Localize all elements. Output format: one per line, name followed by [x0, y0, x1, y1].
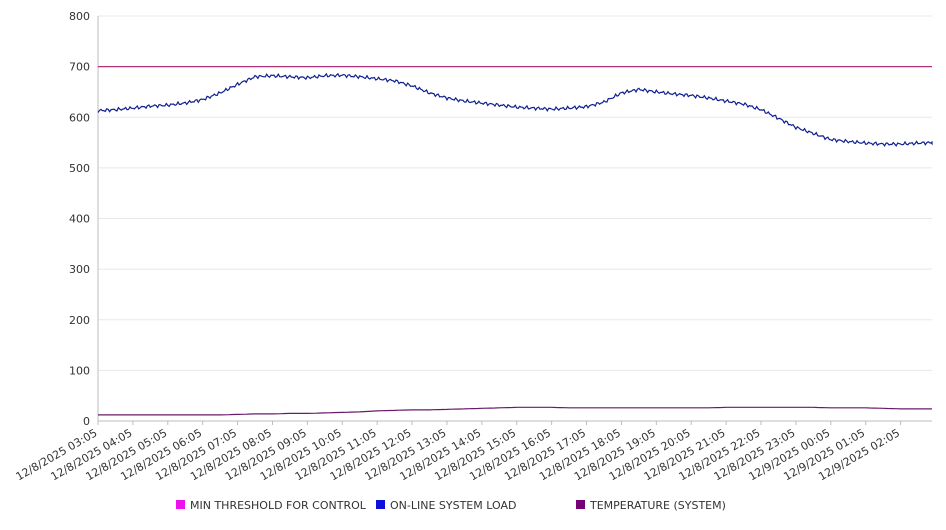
y-tick-label-0: 0 — [83, 415, 90, 428]
y-tick-label-300: 300 — [69, 263, 90, 276]
y-tick-label-500: 500 — [69, 162, 90, 175]
legend-label-temperature-system: TEMPERATURE (SYSTEM) — [589, 499, 726, 512]
y-tick-label-700: 700 — [69, 61, 90, 74]
y-tick-label-100: 100 — [69, 364, 90, 377]
grid — [98, 15, 932, 422]
y-tick-label-200: 200 — [69, 314, 90, 327]
series-line-on-line-system-load — [97, 72, 933, 148]
legend-label-min-threshold-for-control: MIN THRESHOLD FOR CONTROL — [190, 499, 367, 512]
y-tick-label-800: 800 — [69, 10, 90, 23]
y-axis: 0 100 200 300 400 500 600 700 800 — [69, 10, 99, 428]
legend: MIN THRESHOLD FOR CONTROL ON-LINE SYSTEM … — [176, 499, 726, 512]
legend-label-on-line-system-load: ON-LINE SYSTEM LOAD — [390, 499, 516, 512]
legend-swatch-temperature-system — [576, 500, 585, 509]
legend-swatch-min-threshold-for-control — [176, 500, 185, 509]
series-group — [97, 65, 933, 416]
y-tick-label-600: 600 — [69, 111, 90, 124]
series-line-temperature-system — [98, 406, 932, 416]
legend-swatch-on-line-system-load — [376, 500, 385, 509]
y-tick-label-400: 400 — [69, 213, 90, 226]
